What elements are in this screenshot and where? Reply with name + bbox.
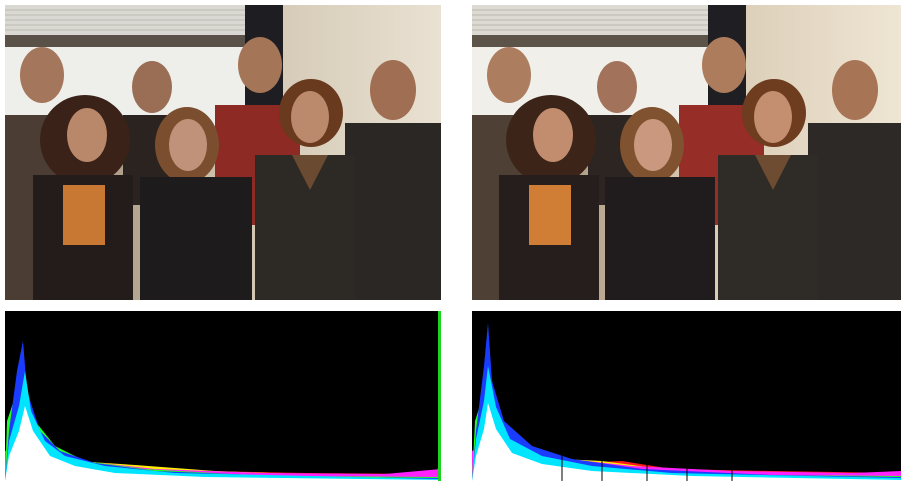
photo-original (5, 5, 441, 300)
histogram-original (5, 311, 441, 481)
histogram-enhanced-plot (472, 311, 901, 481)
photo-enhanced-image (472, 5, 901, 300)
photo-original-image (5, 5, 441, 300)
hist-white-band (472, 403, 901, 481)
hist-gaps (561, 451, 733, 481)
histogram-enhanced (472, 311, 901, 481)
histogram-original-plot (5, 311, 441, 481)
hist-white-band (5, 406, 441, 481)
photo-enhanced (472, 5, 901, 300)
hist-right-clip (438, 311, 441, 481)
